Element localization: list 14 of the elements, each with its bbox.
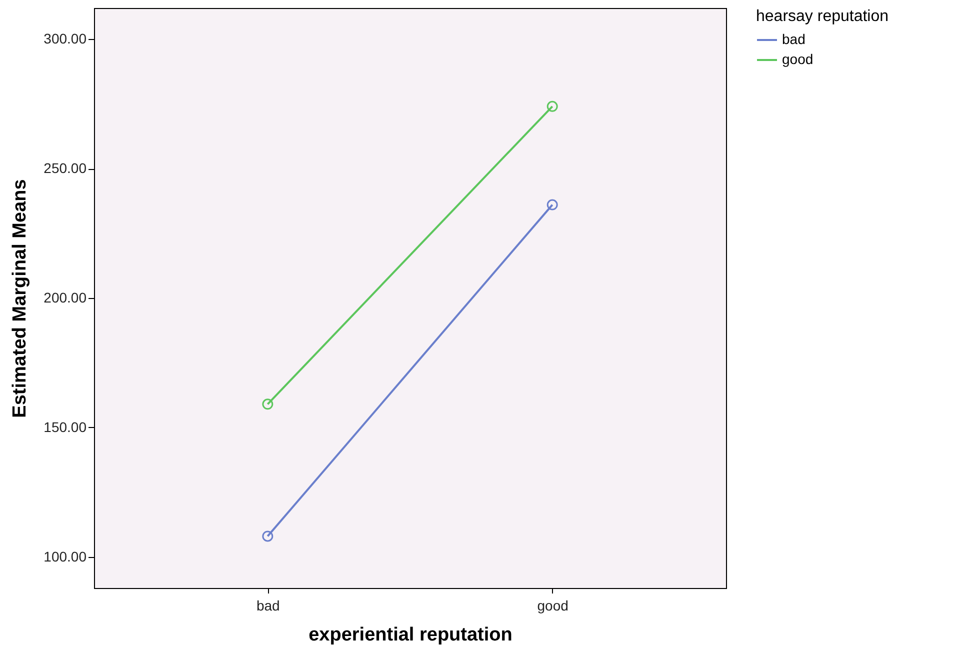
point	[546, 100, 558, 112]
legend-label: bad	[782, 31, 806, 47]
y-axis-title: Estimated Marginal Means	[10, 179, 31, 418]
y-tick-label: 150.00	[44, 418, 87, 435]
y-tick-label: 100.00	[44, 548, 87, 564]
y-tick-label: 200.00	[44, 290, 87, 306]
point	[262, 398, 274, 410]
legend-title: hearsay reputation	[756, 8, 889, 25]
y-tick-label: 300.00	[44, 30, 87, 47]
y-tick-label: 250.00	[44, 160, 87, 176]
point	[262, 530, 274, 542]
legend-label: good	[782, 51, 814, 67]
point	[546, 199, 558, 210]
x-axis-title: experiential reputation	[308, 624, 512, 646]
